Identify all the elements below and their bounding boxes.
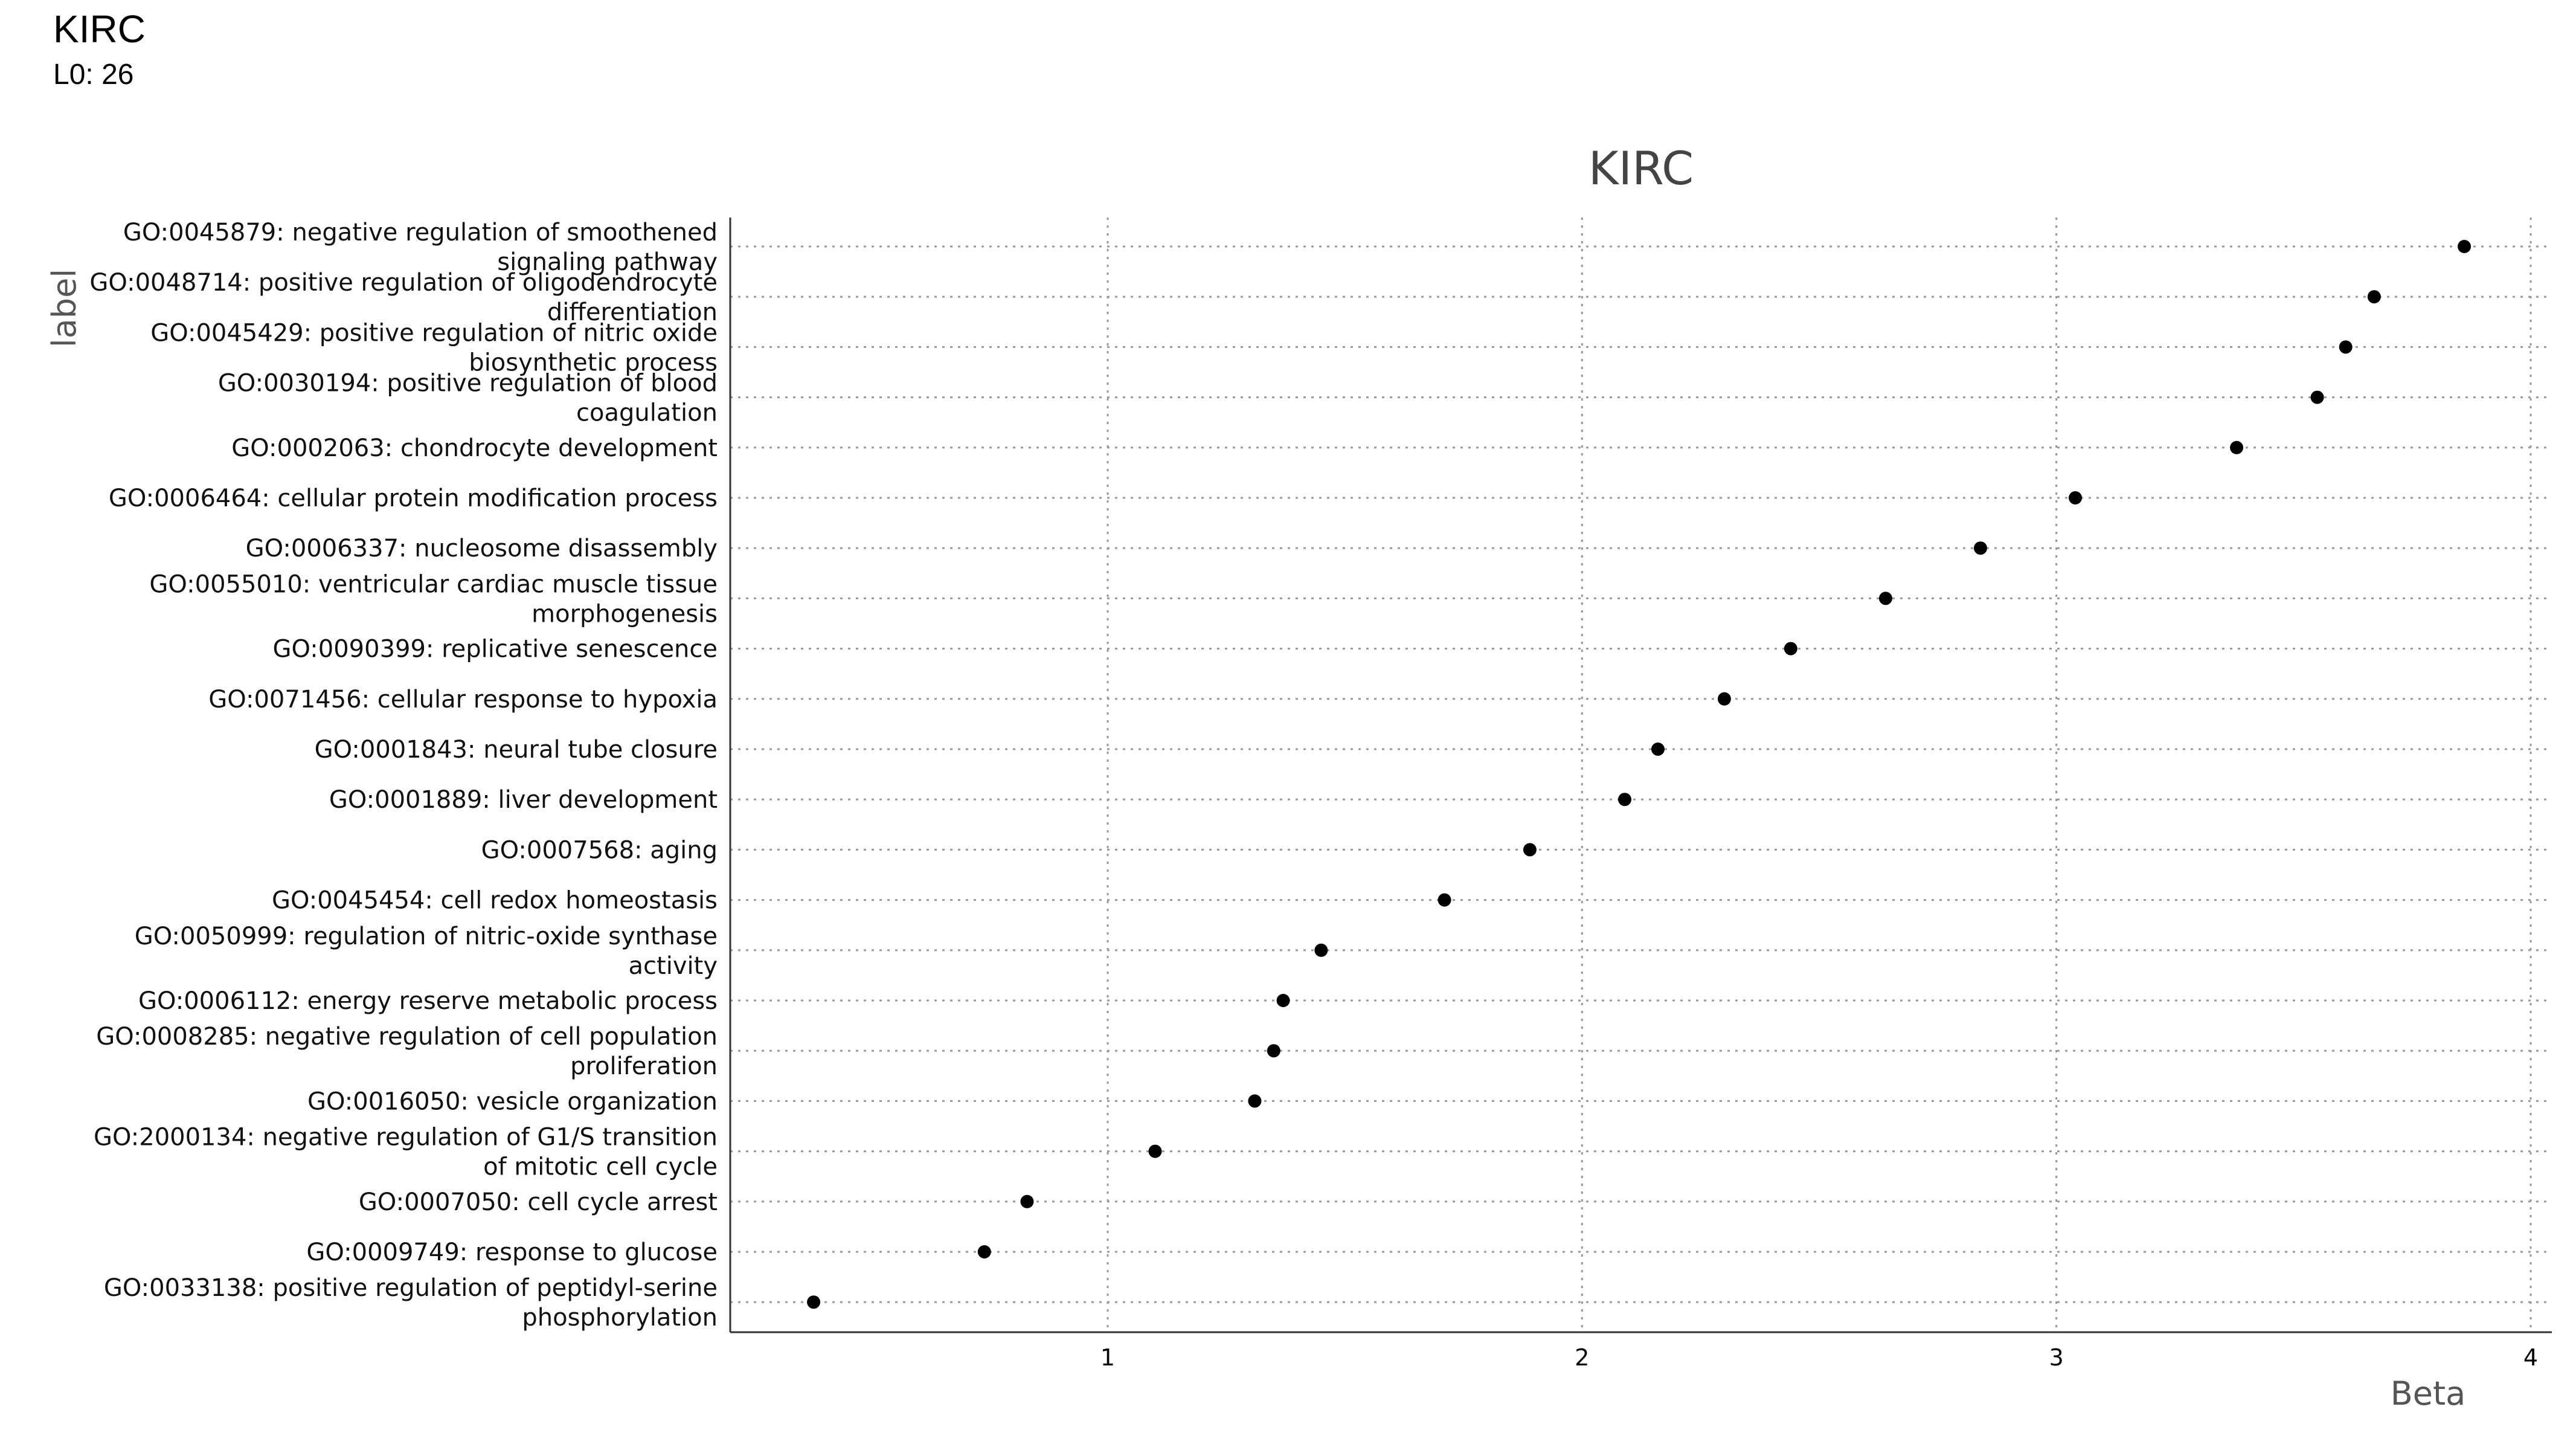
- x-tick-label: 2: [1575, 1344, 1589, 1371]
- y-tick-labels: GO:0045879: negative regulation of smoot…: [89, 219, 718, 1332]
- data-point: [1784, 642, 1797, 656]
- y-tick-label: GO:0045454: cell redox homeostasis: [272, 887, 718, 915]
- data-point: [1148, 1144, 1162, 1158]
- y-tick-label: GO:0050999: regulation of nitric-oxide s…: [135, 923, 718, 980]
- y-tick-label-line: GO:0045429: positive regulation of nitri…: [150, 319, 718, 347]
- y-tick-label-line: signaling pathway: [497, 248, 718, 276]
- data-point: [1651, 743, 1665, 756]
- data-points: [807, 240, 2472, 1309]
- y-tick-label-line: GO:0002063: chondrocyte development: [231, 434, 718, 462]
- data-point: [1020, 1194, 1034, 1208]
- y-tick-label: GO:0006464: cellular protein modificatio…: [109, 485, 718, 512]
- y-tick-label: GO:0016050: vesicle organization: [307, 1088, 718, 1115]
- y-tick-label: GO:0048714: positive regulation of oligo…: [89, 269, 718, 326]
- data-point: [977, 1245, 991, 1258]
- y-tick-label-line: coagulation: [576, 399, 718, 427]
- data-point: [1276, 994, 1290, 1007]
- y-tick-label: GO:0030194: positive regulation of blood…: [218, 370, 718, 427]
- x-tick-label: 3: [2049, 1344, 2064, 1371]
- y-tick-label-line: proliferation: [570, 1052, 718, 1080]
- y-tick-label-line: GO:0008285: negative regulation of cell …: [96, 1023, 718, 1051]
- y-tick-label: GO:0045879: negative regulation of smoot…: [123, 219, 718, 276]
- x-tick-label: 4: [2523, 1344, 2538, 1371]
- y-tick-label: GO:0007050: cell cycle arrest: [359, 1188, 718, 1216]
- y-tick-label-line: GO:0009749: response to glucose: [306, 1239, 718, 1266]
- y-tick-label-line: phosphorylation: [522, 1304, 718, 1332]
- x-axis-title: Beta: [2391, 1374, 2466, 1413]
- y-tick-label-line: GO:0071456: cellular response to hypoxia: [208, 686, 718, 714]
- grid-layer: [730, 218, 2552, 1332]
- data-point: [1437, 893, 1451, 907]
- y-tick-label: GO:0055010: ventricular cardiac muscle t…: [149, 570, 718, 628]
- data-point: [1974, 541, 1988, 555]
- y-tick-label-line: activity: [629, 952, 718, 980]
- page-subtitle: L0: 26: [53, 59, 134, 91]
- y-tick-label-line: biosynthetic process: [469, 349, 718, 376]
- x-tick-labels: 1 2 3 4: [1100, 1344, 2538, 1371]
- y-tick-label: GO:0001843: neural tube closure: [315, 736, 718, 764]
- y-tick-label-line: GO:0090399: replicative senescence: [273, 636, 718, 663]
- y-tick-label-line: GO:0006337: nucleosome disassembly: [246, 535, 718, 562]
- y-tick-label-line: differentiation: [547, 298, 718, 326]
- y-tick-label: GO:0007568: aging: [481, 836, 718, 864]
- y-axis-title: label: [45, 269, 83, 348]
- data-point: [2310, 390, 2324, 404]
- data-point: [1267, 1044, 1280, 1058]
- y-tick-label: GO:0071456: cellular response to hypoxia: [208, 686, 718, 714]
- y-tick-label-line: GO:0007050: cell cycle arrest: [359, 1188, 718, 1216]
- y-tick-label-line: GO:0045879: negative regulation of smoot…: [123, 219, 718, 246]
- data-point: [1523, 843, 1537, 857]
- data-point: [2230, 440, 2244, 454]
- chart-title: KIRC: [1588, 141, 1694, 195]
- y-tick-label: GO:2000134: negative regulation of G1/S …: [94, 1124, 718, 1181]
- data-point: [2339, 340, 2353, 354]
- y-tick-label-line: of mitotic cell cycle: [483, 1153, 718, 1181]
- y-tick-label-line: GO:0001843: neural tube closure: [315, 736, 718, 764]
- data-point: [2458, 240, 2472, 253]
- data-point: [1618, 793, 1632, 807]
- y-tick-label-line: GO:0006464: cellular protein modificatio…: [109, 485, 718, 512]
- data-point: [1717, 692, 1731, 706]
- data-point: [1878, 591, 1892, 605]
- data-point: [807, 1295, 821, 1309]
- page-title: KIRC: [53, 7, 146, 51]
- y-tick-label: GO:0090399: replicative senescence: [273, 636, 718, 663]
- y-tick-label-line: morphogenesis: [532, 600, 718, 628]
- y-tick-label: GO:0001889: liver development: [329, 786, 718, 814]
- y-tick-label: GO:0033138: positive regulation of pepti…: [104, 1274, 718, 1332]
- data-point: [2069, 491, 2083, 504]
- y-tick-label-line: GO:0007568: aging: [481, 836, 718, 864]
- y-tick-label: GO:0009749: response to glucose: [306, 1239, 718, 1266]
- y-tick-label-line: GO:0006112: energy reserve metabolic pro…: [138, 987, 718, 1015]
- y-tick-label-line: GO:0030194: positive regulation of blood: [218, 370, 718, 398]
- y-tick-label: GO:0002063: chondrocyte development: [231, 434, 718, 462]
- y-tick-label: GO:0045429: positive regulation of nitri…: [150, 319, 718, 376]
- y-tick-label: GO:0008285: negative regulation of cell …: [96, 1023, 718, 1080]
- y-tick-label-line: GO:0016050: vesicle organization: [307, 1088, 718, 1115]
- y-tick-label-line: GO:0033138: positive regulation of pepti…: [104, 1274, 718, 1302]
- y-tick-label-line: GO:0050999: regulation of nitric-oxide s…: [135, 923, 718, 950]
- y-tick-label-line: GO:0055010: ventricular cardiac muscle t…: [149, 570, 718, 598]
- data-point: [2367, 290, 2381, 304]
- data-point: [1314, 943, 1328, 957]
- y-tick-label-line: GO:0048714: positive regulation of oligo…: [89, 269, 718, 297]
- y-tick-label: GO:0006337: nucleosome disassembly: [246, 535, 718, 562]
- y-tick-label: GO:0006112: energy reserve metabolic pro…: [138, 987, 718, 1015]
- y-tick-label-line: GO:0001889: liver development: [329, 786, 718, 814]
- y-tick-label-line: GO:2000134: negative regulation of G1/S …: [94, 1124, 718, 1152]
- y-tick-label-line: GO:0045454: cell redox homeostasis: [272, 887, 718, 915]
- x-tick-label: 1: [1100, 1344, 1115, 1371]
- data-point: [1248, 1094, 1262, 1108]
